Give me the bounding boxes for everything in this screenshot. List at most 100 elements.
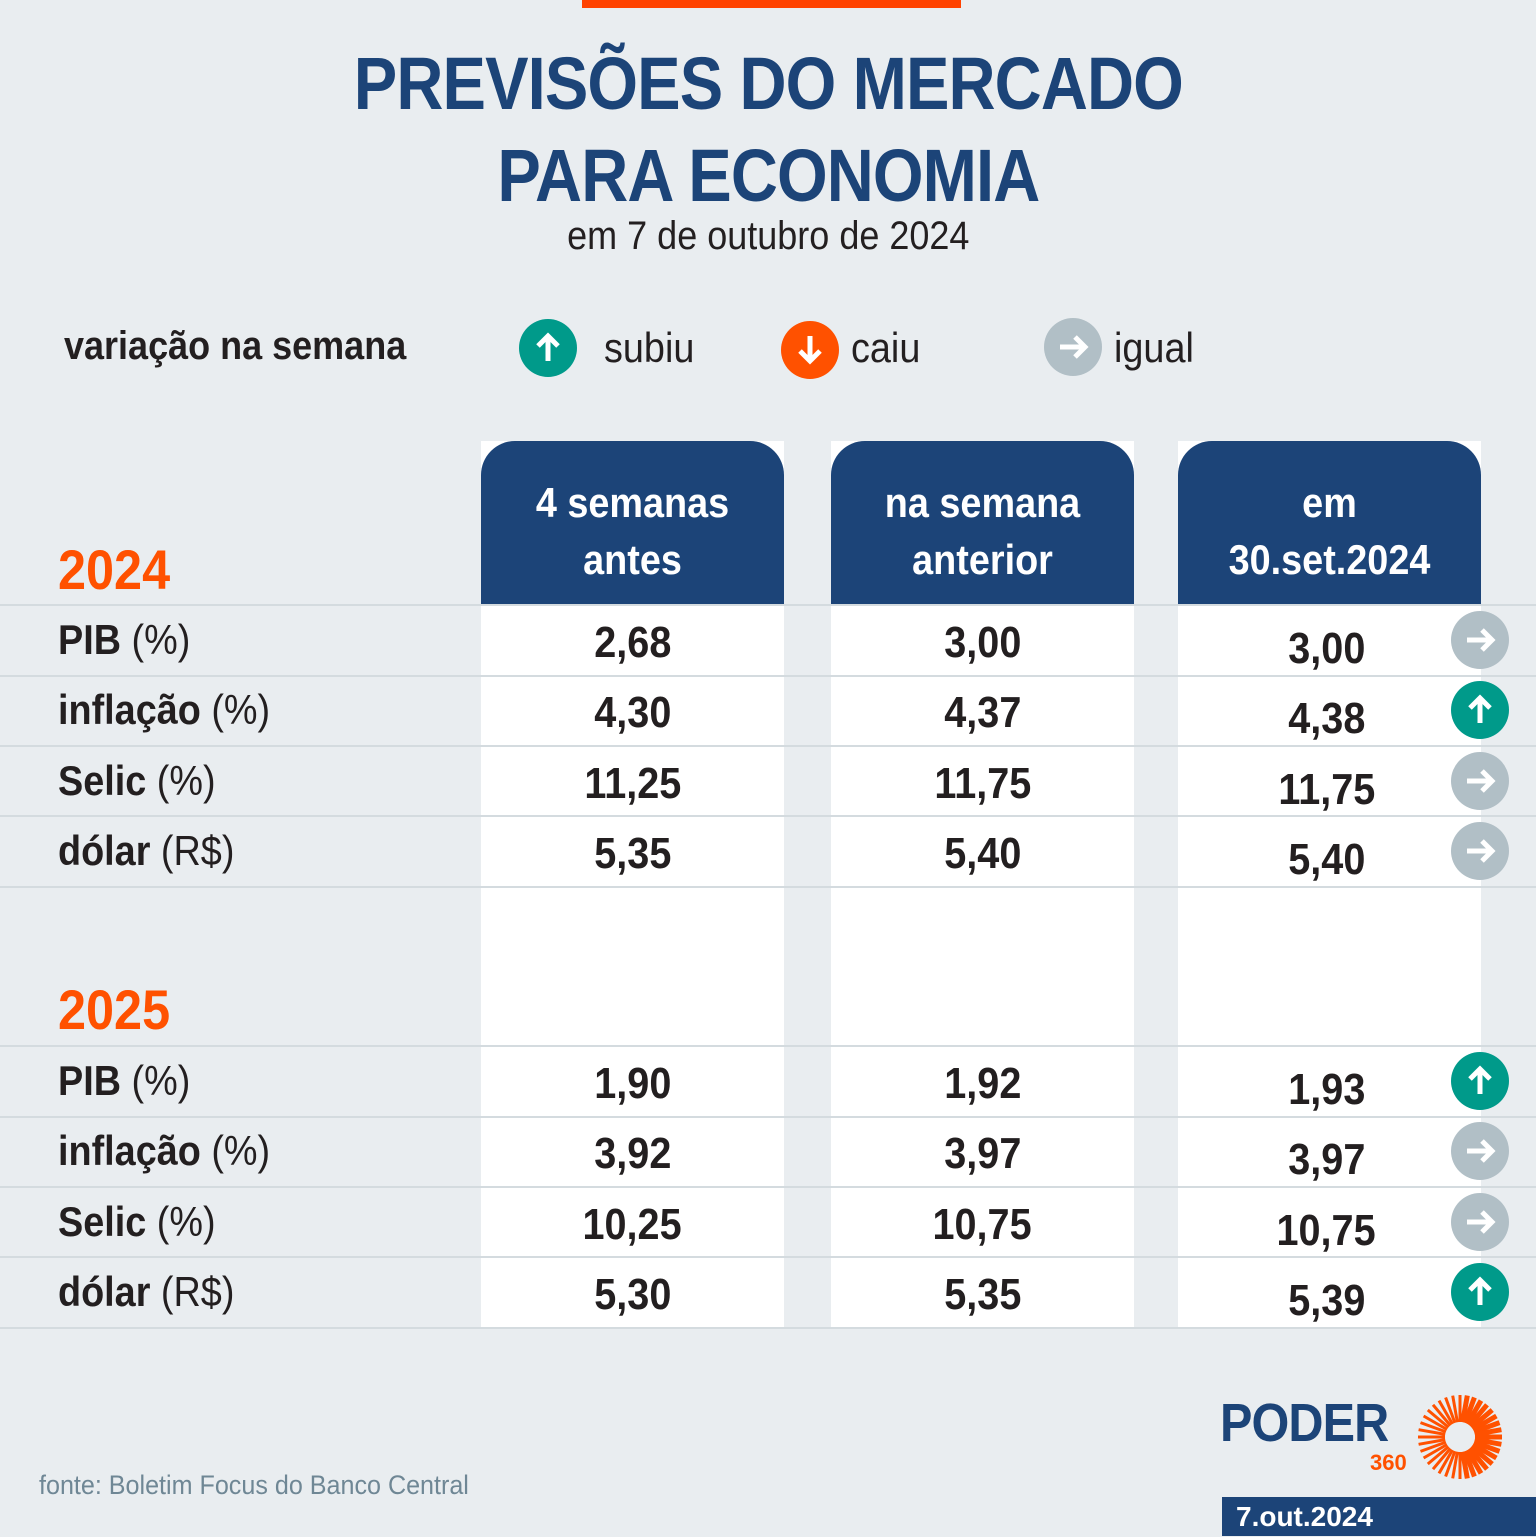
table-cell: 5,35 (481, 829, 784, 879)
table-cell: 11,75 (1175, 765, 1478, 815)
sun-ray (1471, 1442, 1498, 1461)
arrow-right-icon (1451, 1122, 1509, 1181)
sun-ray (1418, 1438, 1446, 1446)
indicator-name: Selic (58, 1197, 147, 1245)
sun-ray (1467, 1403, 1489, 1428)
table-cell: 10,75 (1175, 1206, 1478, 1256)
indicator-unit: (R$) (150, 1267, 235, 1315)
column-semana-anterior: na semana anterior (831, 441, 1134, 1327)
column-header-line1: 4 semanas (535, 479, 730, 526)
column-header-line2: antes (583, 536, 682, 583)
cell-value: 3,00 (1287, 624, 1366, 673)
column-4-semanas-antes: 4 semanas antes (481, 441, 784, 1327)
indicator-unit: (%) (146, 756, 216, 804)
cell-value: 2,68 (593, 618, 672, 667)
indicator-unit: (%) (200, 686, 271, 734)
table-cell: 1,92 (831, 1059, 1134, 1109)
table-cell: 5,35 (831, 1270, 1134, 1320)
sun-ray (1437, 1449, 1454, 1475)
cell-value: 5,35 (593, 828, 672, 878)
arrow-up-icon (519, 319, 577, 377)
sun-ray (1462, 1450, 1477, 1478)
legend-label-up: subiu (604, 324, 695, 371)
table-cell: 4,37 (831, 688, 1134, 738)
table-cell: 10,25 (481, 1200, 784, 1250)
date-badge: 7.out.2024 (1222, 1497, 1536, 1536)
sun-ray (1460, 1395, 1470, 1423)
table-cell: 5,40 (1175, 835, 1478, 885)
table-cell: 5,30 (481, 1270, 784, 1320)
sun-ray (1474, 1437, 1502, 1447)
arrow-right-icon (1451, 1192, 1509, 1251)
table-cell: 2,68 (481, 618, 784, 668)
sun-ray (1465, 1448, 1484, 1475)
page-title: PREVISÕES DO MERCADO PARA ECONOMIA (93, 38, 1445, 222)
cell-value: 11,25 (584, 758, 681, 808)
cell-value: 3,92 (593, 1129, 672, 1179)
row-divider (0, 745, 1536, 747)
sun-ray (1462, 1396, 1477, 1424)
column-header-line1: em (1302, 479, 1357, 526)
arrow-right-icon (1451, 611, 1509, 669)
table-cell: 1,90 (481, 1059, 784, 1109)
column-header: em 30.set.2024 (1178, 441, 1481, 605)
sun-ray (1419, 1440, 1447, 1453)
title-line-1: PREVISÕES DO MERCADO (353, 42, 1184, 125)
title-line-2: PARA ECONOMIA (497, 134, 1040, 217)
row-divider (0, 1116, 1536, 1118)
logo-text: PODER (1220, 1393, 1389, 1453)
row-label: inflação (%) (58, 686, 270, 734)
table-cell: 3,00 (1175, 624, 1478, 674)
column-header-line2: 30.set.2024 (1228, 536, 1431, 583)
row-label: dólar (R$) (58, 1268, 234, 1316)
sun-ray (1469, 1408, 1494, 1430)
row-divider (0, 604, 1536, 606)
column-header: 4 semanas antes (481, 441, 784, 605)
cell-value: 5,40 (1287, 834, 1366, 884)
table-cell: 3,92 (481, 1129, 784, 1179)
indicator-unit: (R$) (150, 826, 235, 874)
cell-value: 3,97 (1287, 1135, 1366, 1185)
row-divider (0, 815, 1536, 817)
row-label: PIB (%) (58, 1057, 190, 1105)
indicator-name: PIB (58, 616, 122, 663)
table-cell: 11,25 (481, 759, 784, 809)
indicator-unit: (%) (200, 1127, 271, 1175)
sun-ray (1426, 1408, 1450, 1429)
cell-value: 3,97 (943, 1129, 1022, 1179)
column-header: na semana anterior (831, 441, 1134, 605)
sun-ray (1418, 1428, 1446, 1436)
cell-value: 4,38 (1287, 694, 1366, 744)
indicator-name: dólar (58, 1267, 151, 1315)
table-cell: 3,00 (831, 618, 1134, 668)
cell-value: 1,92 (943, 1059, 1022, 1108)
cell-value: 10,75 (932, 1199, 1033, 1249)
section-year: 2024 (58, 538, 171, 601)
sun-ray (1473, 1439, 1501, 1454)
legend-label-down: caiu (851, 324, 921, 371)
top-accent-bar (582, 0, 961, 8)
cell-value: 1,93 (1287, 1065, 1366, 1114)
section-year: 2025 (58, 978, 171, 1041)
table-cell: 3,97 (831, 1129, 1134, 1179)
row-label: Selic (%) (58, 1198, 216, 1246)
indicator-name: Selic (58, 756, 147, 804)
cell-value: 5,39 (1287, 1275, 1366, 1325)
arrow-up-icon (1451, 681, 1509, 740)
table-cell: 4,38 (1175, 694, 1478, 744)
sun-ray (1419, 1421, 1447, 1434)
sun-ray (1444, 1450, 1457, 1478)
sun-ray (1469, 1444, 1494, 1466)
logo-subtext: 360 (1370, 1450, 1407, 1475)
cell-value: 11,75 (934, 758, 1031, 808)
table-cell: 11,75 (831, 759, 1134, 809)
row-label: dólar (R$) (58, 827, 234, 875)
arrow-up-icon (1451, 1052, 1509, 1110)
arrow-up-icon (1451, 1262, 1509, 1321)
table-cell: 3,97 (1175, 1135, 1478, 1185)
indicator-unit: (%) (146, 1197, 216, 1245)
row-divider (0, 1045, 1536, 1047)
sun-ray (1474, 1427, 1502, 1437)
cell-value: 4,37 (943, 688, 1022, 738)
cell-value: 5,40 (943, 828, 1022, 878)
